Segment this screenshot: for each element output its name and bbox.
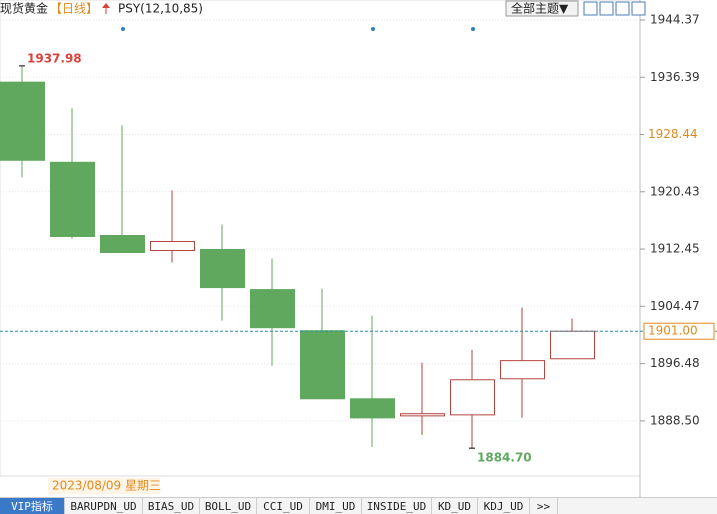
chart: 现货黄金 【日线】 PSY(12,10,85) 全部主题▼ 1888.50 189… [0, 0, 717, 497]
tab[interactable]: CCI_UD [257, 498, 310, 514]
price-marker-box [644, 126, 714, 143]
tab[interactable]: VIP指标 [0, 498, 65, 514]
extreme-label: 1884.70 [477, 451, 532, 465]
tab[interactable]: BOLL_UD [200, 498, 257, 514]
event-markers [121, 27, 475, 31]
y-tick-label: 1888.50 [650, 413, 700, 427]
candle-body [250, 289, 295, 329]
plot-frame [0, 0, 641, 477]
tab[interactable]: BARUPDN_UD [65, 498, 143, 514]
indicator-icon [102, 3, 110, 8]
candle-body [150, 241, 195, 251]
toolbar[interactable] [583, 1, 646, 16]
period: 【日线】 [50, 2, 98, 16]
tab[interactable]: KD_UD [432, 498, 478, 514]
y-tick-label: 1920.43 [650, 184, 700, 198]
candle-body [300, 330, 345, 400]
y-tick-label: 1896.48 [650, 356, 700, 370]
cursor-date: 2023/08/09 星期三 [52, 479, 161, 493]
theme-button[interactable] [505, 0, 579, 17]
candle-body [350, 398, 395, 419]
tab[interactable]: >> [530, 498, 558, 514]
tab[interactable]: BIAS_UD [143, 498, 200, 514]
price-marker-label: 1901.00 [648, 324, 698, 338]
tab[interactable]: KDJ_UD [478, 498, 530, 514]
tab[interactable]: INSIDE_UD [362, 498, 432, 514]
candle-body [550, 330, 595, 360]
y-tick-label: 1936.39 [650, 70, 700, 84]
candle-body [0, 81, 45, 161]
price-marker-box [643, 322, 715, 340]
tab-bar: VIP指标 BARUPDN_UD BIAS_UD BOLL_UD CCI_UD DMI_U… [0, 497, 717, 514]
indicator: PSY(12,10,85) [118, 2, 203, 16]
price-marker-label: 1928.44 [648, 127, 698, 141]
y-tick-label: 1944.37 [650, 13, 700, 27]
extreme-label: 1937.98 [27, 51, 82, 65]
tab[interactable]: DMI_UD [310, 498, 362, 514]
instrument: 现货黄金 [0, 1, 48, 16]
candle-body [400, 413, 445, 417]
candle-body [50, 161, 95, 237]
candle-body [450, 379, 495, 416]
candle-body [200, 248, 245, 289]
theme-button-label[interactable]: 全部主题▼ [511, 1, 569, 16]
candle-body [100, 234, 145, 253]
candle-body [500, 360, 545, 380]
y-tick-label: 1912.45 [650, 242, 700, 256]
cursor-date-box [48, 478, 160, 494]
y-tick-label: 1904.47 [650, 299, 700, 313]
